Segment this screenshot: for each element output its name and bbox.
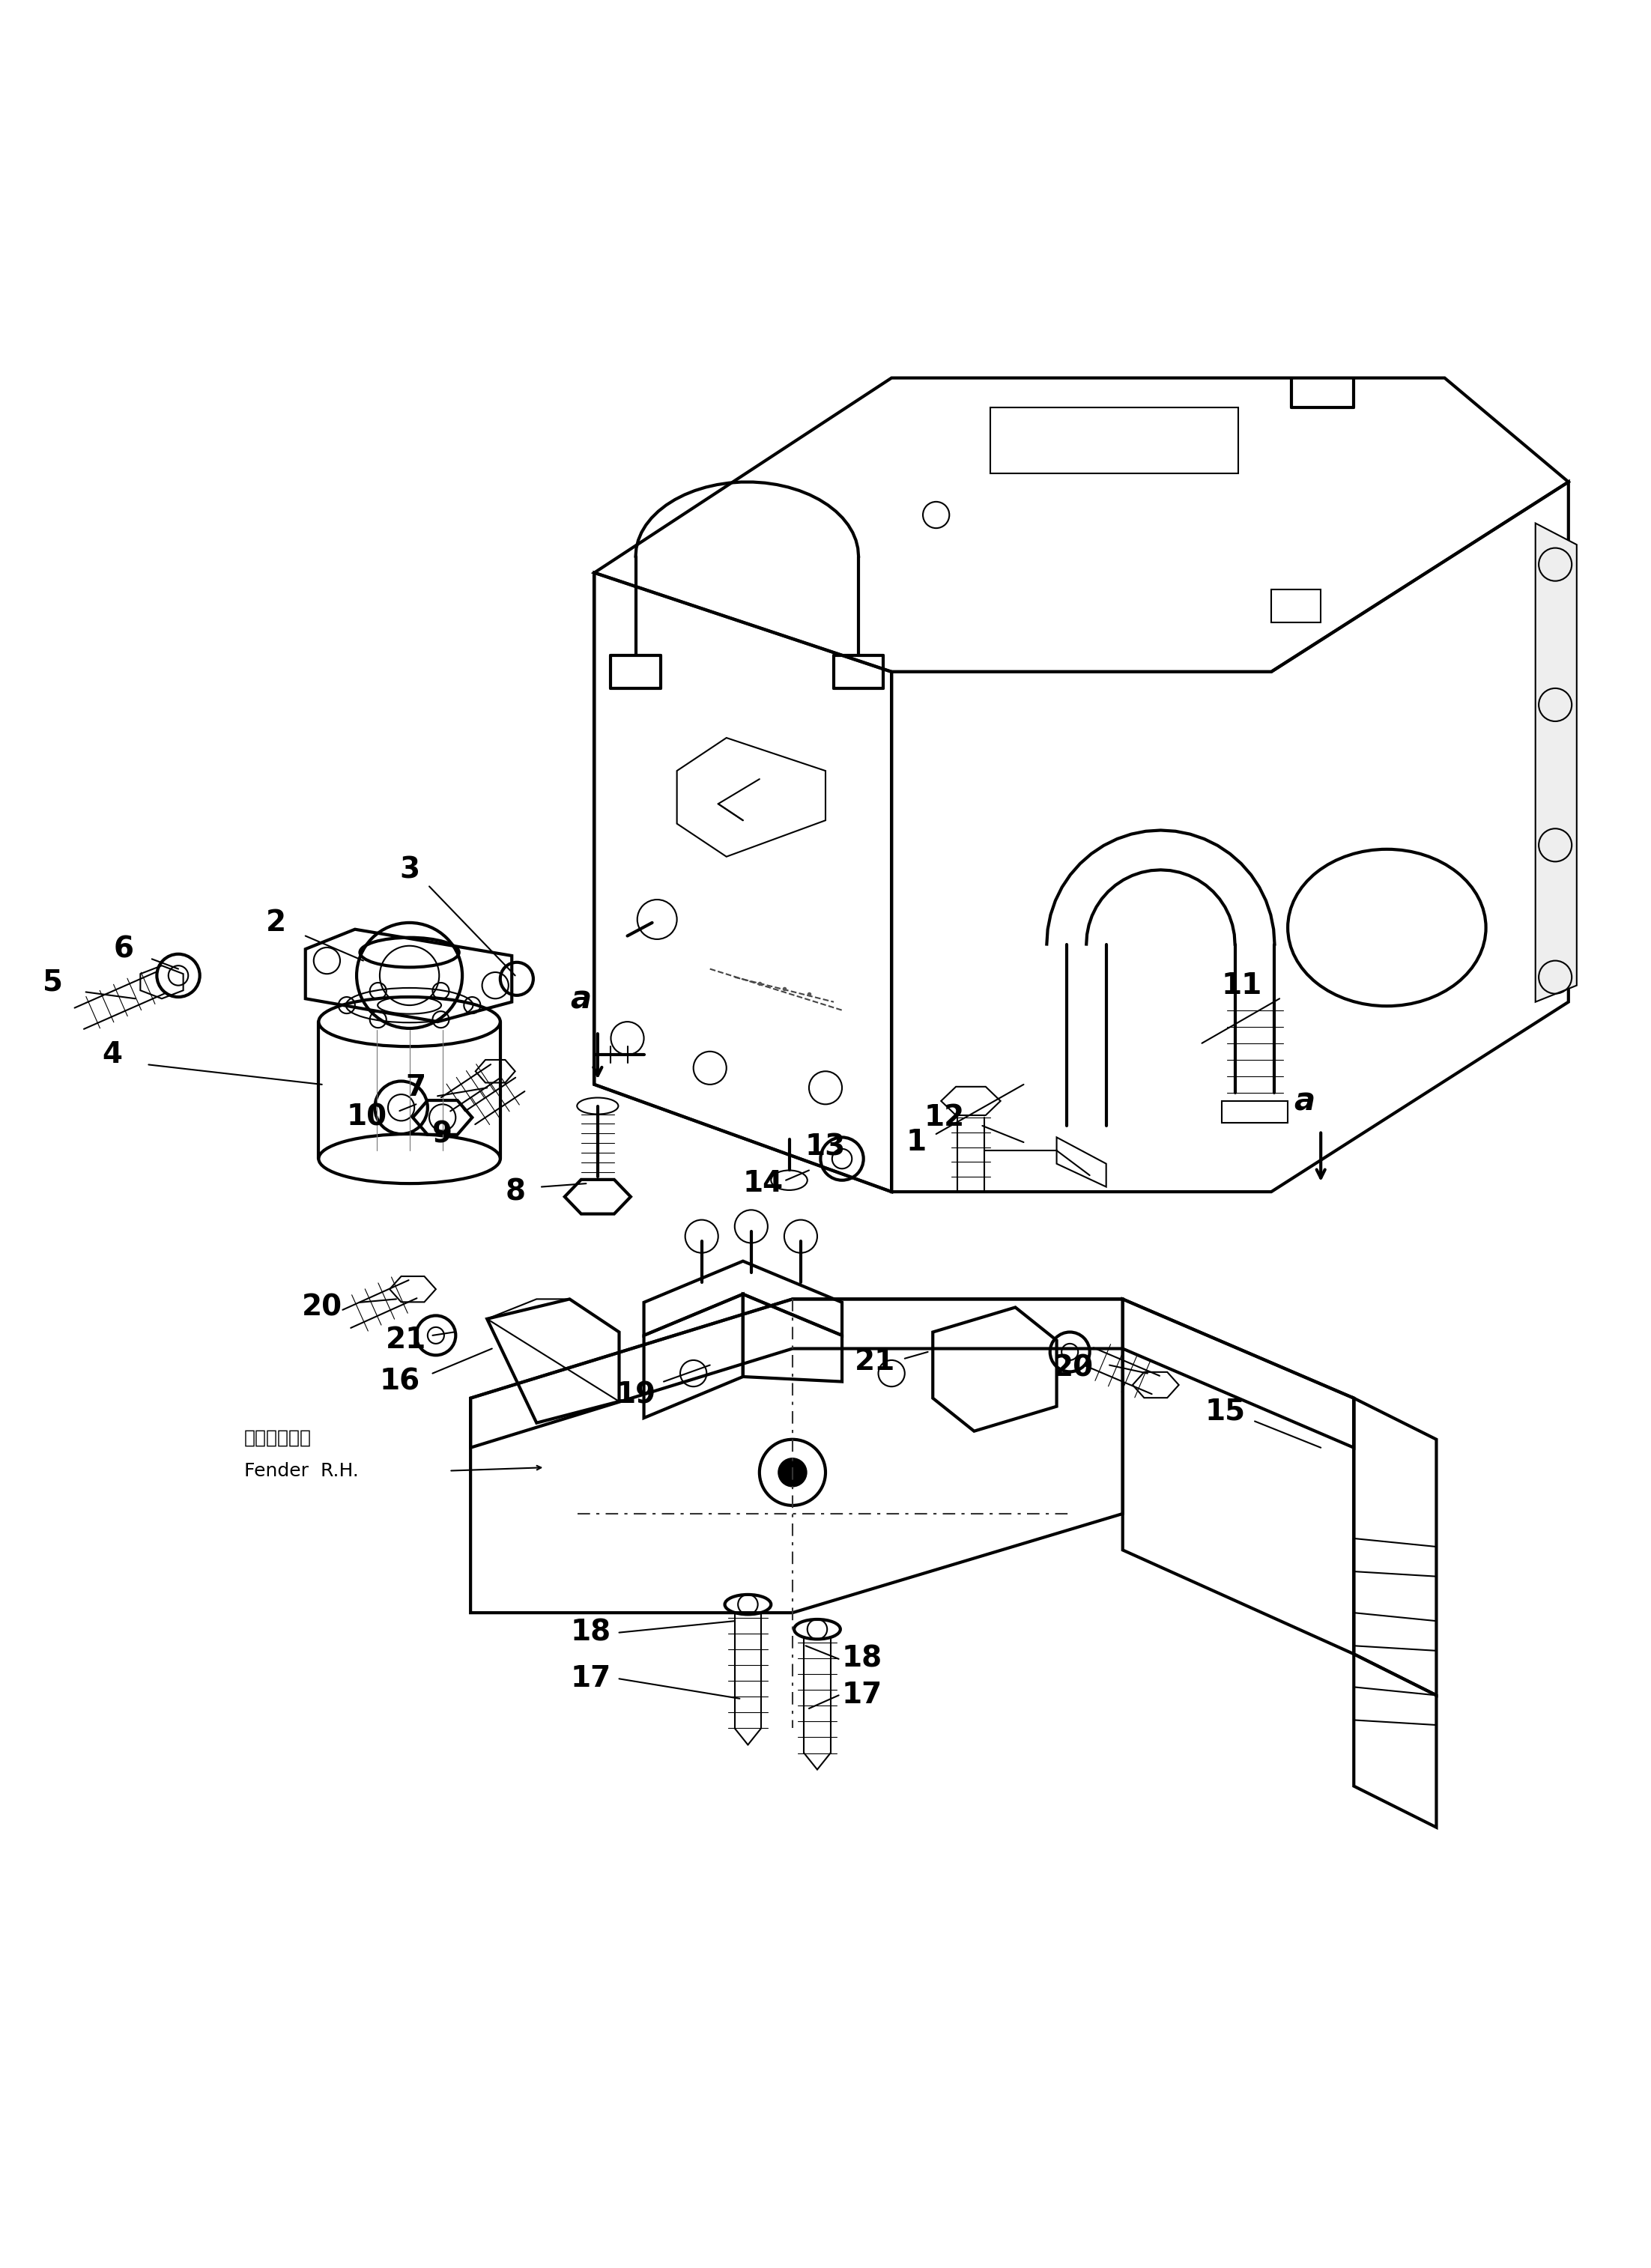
Polygon shape: [1535, 524, 1577, 1002]
Text: 6: 6: [114, 934, 134, 964]
Text: 18: 18: [570, 1619, 611, 1647]
Text: 15: 15: [1205, 1397, 1245, 1427]
Text: a: a: [1294, 1086, 1314, 1118]
Text: 5: 5: [43, 968, 63, 996]
Text: 8: 8: [505, 1177, 525, 1207]
Text: 11: 11: [1222, 971, 1261, 1000]
Text: 12: 12: [925, 1102, 964, 1132]
Text: 21: 21: [855, 1347, 895, 1377]
Text: 7: 7: [406, 1073, 426, 1102]
Text: 4: 4: [102, 1041, 122, 1068]
Text: 17: 17: [570, 1665, 611, 1692]
Text: 19: 19: [616, 1381, 655, 1408]
Text: 20: 20: [1053, 1354, 1093, 1383]
Text: 3: 3: [400, 855, 419, 885]
Text: 17: 17: [842, 1681, 883, 1710]
Text: a: a: [571, 984, 591, 1016]
Text: 10: 10: [347, 1102, 386, 1132]
Circle shape: [779, 1458, 806, 1486]
Text: 14: 14: [743, 1170, 783, 1198]
Text: 1: 1: [906, 1127, 926, 1157]
Text: 21: 21: [386, 1327, 426, 1354]
Text: 18: 18: [842, 1644, 883, 1674]
Text: フェンダ　右: フェンダ 右: [244, 1429, 312, 1447]
Text: 16: 16: [380, 1368, 419, 1395]
Text: 9: 9: [433, 1120, 452, 1148]
Text: 20: 20: [302, 1293, 342, 1322]
Text: 13: 13: [806, 1134, 845, 1161]
Text: 2: 2: [266, 909, 286, 937]
Text: Fender  R.H.: Fender R.H.: [244, 1463, 358, 1479]
